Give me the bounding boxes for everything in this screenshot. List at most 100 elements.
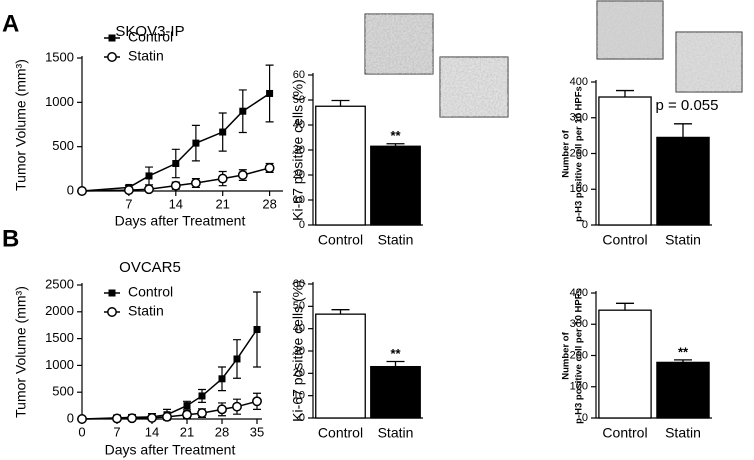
y-tick-label: 100 <box>570 183 588 195</box>
annotation: ** <box>390 128 401 143</box>
marker <box>252 396 262 407</box>
legend-label: Control <box>128 29 173 45</box>
marker <box>198 392 206 400</box>
x-tick-label: 7 <box>113 424 120 439</box>
y-tick-label: 50 <box>293 94 305 106</box>
x-tick-label: Control <box>602 425 647 441</box>
x-tick-label: Control <box>318 425 363 441</box>
y-tick-label: 0 <box>67 182 74 197</box>
series-line <box>81 400 258 420</box>
marker <box>183 402 191 410</box>
marker <box>253 325 261 333</box>
bar <box>370 145 421 226</box>
bar <box>598 309 652 419</box>
marker <box>145 172 153 180</box>
legend-label: Statin <box>128 303 164 319</box>
x-tick-label: 14 <box>169 196 183 211</box>
y-axis-label: Ki-67 positive cells (%) <box>290 280 306 422</box>
bar <box>370 365 421 419</box>
bar <box>598 96 652 226</box>
x-tick-label: Statin <box>378 425 414 441</box>
y-tick-label: 1500 <box>45 330 74 345</box>
y-tick-label: 1500 <box>45 49 74 64</box>
y-tick-label: 300 <box>570 318 588 330</box>
micrograph-texture <box>365 14 433 74</box>
marker <box>266 89 274 97</box>
legend-marker <box>107 52 117 62</box>
marker <box>264 162 275 173</box>
marker <box>239 107 247 115</box>
micrograph-texture <box>440 57 508 117</box>
bar <box>656 136 710 226</box>
marker <box>112 413 122 424</box>
y-tick-label: 2000 <box>45 303 74 318</box>
x-tick-label: 28 <box>262 196 276 211</box>
bar <box>315 105 366 226</box>
x-axis-label: Days after Treatment <box>105 442 236 458</box>
marker <box>217 173 228 184</box>
x-tick-label: 35 <box>250 424 264 439</box>
marker <box>144 184 154 195</box>
x-tick-label: Statin <box>378 232 414 248</box>
legend-label: Control <box>128 284 173 300</box>
y-tick-label: 200 <box>570 147 588 159</box>
marker <box>172 160 180 168</box>
marker <box>147 412 157 423</box>
marker <box>219 128 227 136</box>
y-axis-label: Ki-67 positive cells (%) <box>290 79 306 221</box>
x-tick-label: 0 <box>78 424 85 439</box>
marker <box>123 185 134 196</box>
annotation: p = 0.055 <box>656 97 719 114</box>
y-tick-label: 400 <box>570 76 588 88</box>
error-bar <box>616 302 634 311</box>
y-tick-label: 40 <box>293 323 305 335</box>
y-tick-label: 1000 <box>45 357 74 372</box>
y-tick-label: 10 <box>293 390 305 402</box>
y-tick-label: 60 <box>293 69 305 81</box>
marker <box>190 178 201 188</box>
y-tick-label: 50 <box>293 300 305 312</box>
chart-title: OVCAR5 <box>119 259 181 276</box>
bar <box>315 313 366 419</box>
error-bar <box>331 99 350 107</box>
x-tick-label: Control <box>318 232 363 248</box>
y-tick-label: 1000 <box>45 94 74 109</box>
y-tick-label: 30 <box>293 345 305 357</box>
y-tick-label: 400 <box>570 287 588 299</box>
x-tick-label: 21 <box>215 196 229 211</box>
y-tick-label: 100 <box>570 381 588 393</box>
y-tick-label: 500 <box>52 384 74 399</box>
error-bar <box>616 89 634 98</box>
panel-label: A <box>2 10 19 37</box>
y-axis-label: Number of <box>561 129 572 177</box>
marker <box>127 413 137 424</box>
marker <box>192 139 200 147</box>
marker <box>170 180 181 191</box>
y-tick-label: 60 <box>293 278 305 290</box>
y-axis-label: Number of <box>561 331 572 379</box>
marker <box>232 401 242 412</box>
y-tick-label: 0 <box>299 219 305 231</box>
legend-label: Statin <box>128 48 164 64</box>
y-tick-label: 0 <box>67 410 74 425</box>
y-tick-label: 0 <box>299 412 305 424</box>
y-axis-label: Tumor Volume (mm³) <box>13 286 29 418</box>
legend-marker <box>108 34 116 42</box>
marker <box>162 411 172 422</box>
y-tick-label: 20 <box>293 169 305 181</box>
marker <box>77 186 87 196</box>
marker <box>217 404 227 415</box>
x-tick-label: Control <box>602 232 647 248</box>
error-bar <box>674 123 692 138</box>
x-tick-label: 28 <box>215 424 229 439</box>
y-tick-label: 10 <box>293 194 305 206</box>
marker <box>182 409 192 420</box>
y-tick-label: 0 <box>582 412 588 424</box>
y-axis-label: p-H3 positive cell per 10 HPFs <box>574 86 585 222</box>
legend-marker <box>108 289 116 297</box>
marker <box>197 408 207 419</box>
y-tick-label: 500 <box>52 138 74 153</box>
y-tick-label: 2500 <box>45 276 74 291</box>
x-tick-label: Statin <box>665 425 701 441</box>
